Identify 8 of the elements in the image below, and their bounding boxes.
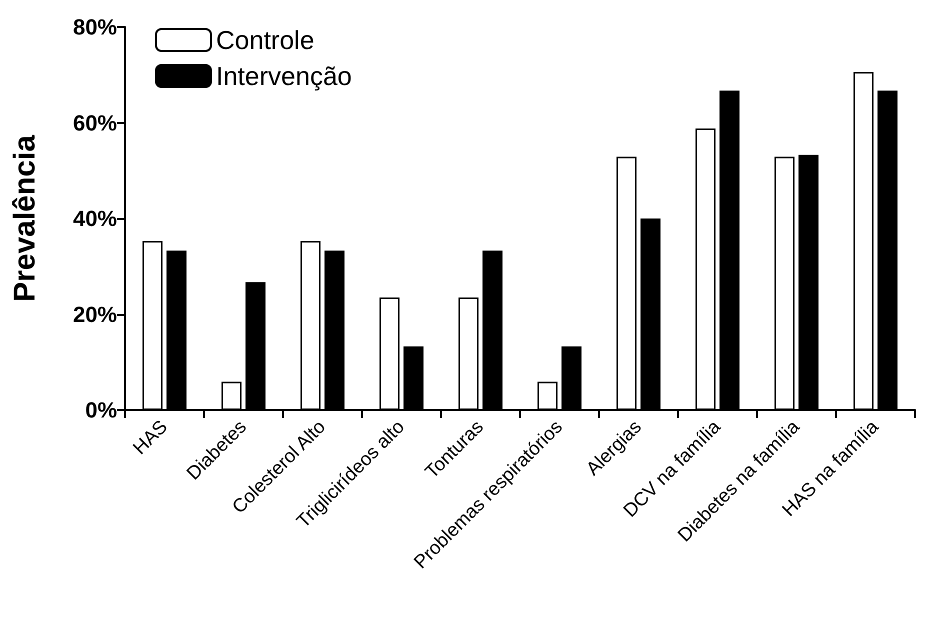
y-tick-label: 80% <box>72 14 117 40</box>
y-tick-label: 60% <box>72 110 117 136</box>
y-tick-label: 0% <box>85 398 117 422</box>
y-axis-title: Prevalência <box>8 134 42 302</box>
legend-label: Controle <box>216 25 314 55</box>
y-tick-label: 40% <box>72 206 117 231</box>
y-tick-label: 20% <box>72 302 117 327</box>
legend-label: Intervenção <box>216 61 352 91</box>
